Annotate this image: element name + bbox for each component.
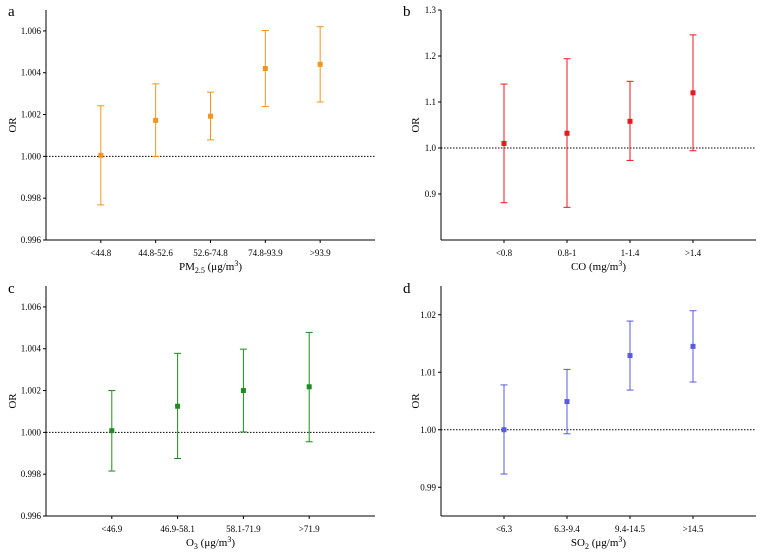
point-marker — [208, 113, 213, 119]
data-point-c-3 — [239, 348, 247, 433]
data-point-b-2 — [563, 58, 571, 208]
data-point-b-1 — [500, 83, 508, 204]
panel-letter: b — [403, 4, 411, 20]
point-marker — [501, 427, 507, 433]
point-marker — [175, 403, 181, 409]
data-point-a-1 — [97, 105, 105, 206]
x-axis-title: CO (mg/m3) — [571, 259, 626, 273]
x-tick-label: 52.6-74.8 — [193, 248, 228, 258]
data-point-a-4 — [261, 29, 269, 108]
x-axis-title: PM2.5 (μg/m3) — [179, 259, 242, 275]
x-tick-label: >71.9 — [299, 524, 320, 534]
y-axis-title: OR — [7, 117, 19, 133]
x-axis-title: O3 (μg/m3) — [186, 535, 235, 551]
panel-letter: d — [403, 281, 411, 297]
data-point-c-4 — [305, 331, 313, 443]
y-tick-label: 1.000 — [21, 151, 42, 161]
y-tick-label: 0.996 — [21, 235, 42, 245]
x-tick-label: <6.3 — [496, 524, 513, 534]
y-axis-title: OR — [7, 393, 19, 409]
y-tick-label: 0.998 — [21, 193, 42, 203]
y-tick-label: 1.006 — [21, 302, 42, 312]
x-tick-label: >14.5 — [683, 524, 704, 534]
y-tick-label: 1.002 — [21, 110, 41, 120]
y-axis-title: OR — [410, 117, 422, 133]
point-marker — [564, 399, 570, 405]
x-tick-label: 46.9-58.1 — [160, 524, 195, 534]
x-tick-label: <46.9 — [101, 524, 122, 534]
y-tick-label: 1.000 — [21, 427, 42, 437]
x-tick-label: <0.8 — [496, 248, 513, 258]
x-tick-label: 44.8-52.6 — [138, 248, 173, 258]
panel-letter: a — [8, 4, 15, 20]
y-tick-label: 1.00 — [420, 425, 436, 435]
x-tick-label: 6.3-9.4 — [554, 524, 580, 534]
point-marker — [109, 428, 115, 434]
x-tick-label: >93.9 — [310, 248, 331, 258]
x-tick-label: 1-1.4 — [621, 248, 640, 258]
y-tick-label: 0.996 — [21, 511, 42, 521]
y-tick-label: 1.006 — [21, 26, 42, 36]
panel-b: b 0.9 1.0 1.1 1.2 1.3 OR <0.8 0.8-1 1-1.4 >1.4 CO (… — [403, 4, 756, 273]
data-point-d-3 — [626, 320, 634, 391]
data-point-c-2 — [174, 352, 182, 459]
y-tick-label: 0.9 — [425, 189, 437, 199]
y-tick-label: 1.2 — [425, 51, 436, 61]
y-tick-label: 1.01 — [420, 367, 436, 377]
data-point-a-5 — [316, 26, 324, 103]
y-tick-label: 0.998 — [21, 469, 42, 479]
x-tick-label: 58.1-71.9 — [226, 524, 261, 534]
x-tick-label: >1.4 — [685, 248, 702, 258]
point-marker — [153, 117, 159, 123]
data-point-a-3 — [207, 91, 214, 141]
data-point-d-1 — [500, 384, 508, 475]
point-marker — [306, 384, 312, 390]
x-tick-label: 74.8-93.9 — [248, 248, 283, 258]
x-axis-title: SO2 (μg/m3) — [571, 535, 627, 551]
y-tick-label: 0.99 — [420, 482, 436, 492]
y-tick-label: 1.004 — [21, 344, 42, 354]
y-tick-label: 1.002 — [21, 386, 41, 396]
panel-a: a 0.996 0.998 1.000 1.002 1.004 1.006 OR <44.8 44… — [7, 4, 375, 275]
point-marker — [262, 66, 268, 72]
point-marker — [564, 130, 570, 136]
panel-d: d 0.99 1.00 1.01 1.02 OR <6.3 6.3-9.4 9.4-14.5 >1… — [403, 281, 756, 551]
point-marker — [690, 90, 696, 96]
point-marker — [317, 61, 323, 67]
data-point-d-4 — [689, 310, 697, 383]
y-axis-title: OR — [410, 393, 422, 409]
y-tick-label: 1.1 — [425, 97, 436, 107]
point-marker — [690, 343, 696, 349]
data-point-b-4 — [689, 34, 697, 152]
panel-c: c 0.996 0.998 1.000 1.002 1.004 1.006 OR <46.9 46… — [7, 281, 375, 551]
x-tick-label: 9.4-14.5 — [615, 524, 645, 534]
point-marker — [98, 152, 104, 158]
y-tick-label: 1.0 — [425, 143, 437, 153]
data-point-c-1 — [108, 390, 116, 472]
x-tick-label: <44.8 — [90, 248, 111, 258]
y-tick-label: 1.02 — [420, 310, 436, 320]
data-point-b-3 — [626, 80, 634, 161]
data-point-d-2 — [563, 368, 571, 435]
point-marker — [240, 388, 246, 394]
y-tick-label: 1.3 — [425, 5, 437, 15]
point-marker — [501, 140, 507, 146]
data-point-a-2 — [152, 83, 160, 158]
point-marker — [627, 353, 633, 359]
y-tick-label: 1.004 — [21, 68, 42, 78]
point-marker — [627, 118, 633, 124]
panel-letter: c — [8, 281, 15, 297]
x-tick-label: 0.8-1 — [558, 248, 577, 258]
